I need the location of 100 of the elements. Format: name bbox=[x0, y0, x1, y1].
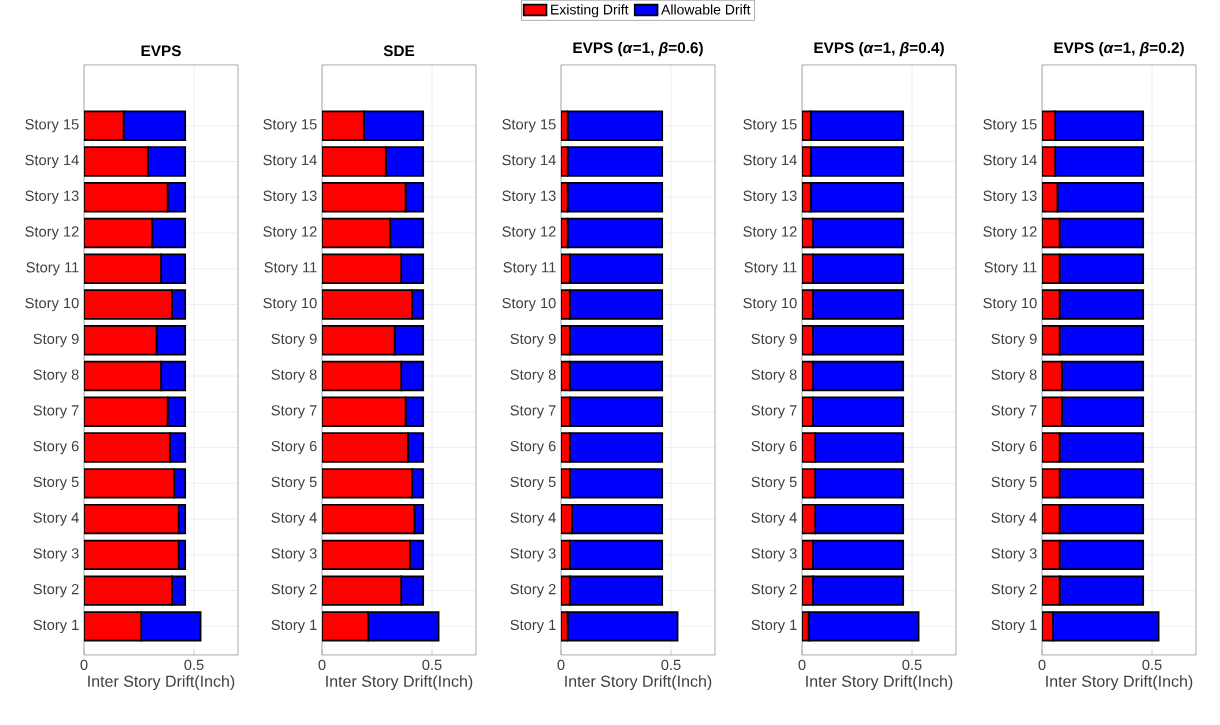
y-tick-label: Story 1 bbox=[33, 619, 79, 633]
y-tick-label: Story 4 bbox=[991, 512, 1037, 526]
y-tick-label: Story 11 bbox=[744, 262, 797, 276]
y-tick-label: Story 12 bbox=[743, 226, 797, 240]
bar bbox=[322, 468, 414, 499]
bar bbox=[322, 611, 370, 642]
y-tick-label: Story 12 bbox=[502, 226, 556, 240]
x-axis-title: Inter Story Drift(Inch) bbox=[806, 675, 953, 691]
y-tick-label: Story 15 bbox=[263, 119, 317, 133]
x-tick-label: 0 bbox=[318, 659, 326, 671]
y-tick-label: Story 9 bbox=[751, 333, 797, 347]
y-tick-label: Story 9 bbox=[33, 333, 79, 347]
x-axis-title: Inter Story Drift(Inch) bbox=[88, 675, 235, 691]
y-tick-label: Story 3 bbox=[271, 548, 317, 562]
bar bbox=[84, 146, 149, 177]
x-axis-title: Inter Story Drift(Inch) bbox=[1046, 675, 1193, 691]
chart-title: EVPS (α=1, β=0.2) bbox=[1054, 41, 1184, 57]
y-tick-label: Story 5 bbox=[510, 476, 556, 490]
y-tick-label: Story 1 bbox=[510, 619, 556, 633]
y-tick-label: Story 15 bbox=[743, 119, 797, 133]
bar bbox=[84, 289, 173, 320]
y-tick-label: Story 7 bbox=[271, 405, 317, 419]
bar bbox=[322, 539, 411, 571]
y-tick-label: Story 6 bbox=[991, 440, 1037, 455]
x-tick-label: 0.5 bbox=[1142, 659, 1162, 671]
bar bbox=[84, 325, 158, 356]
x-tick-label: 0.5 bbox=[661, 659, 681, 671]
y-tick-label: Story 4 bbox=[510, 512, 556, 526]
x-axis-title: Inter Story Drift(Inch) bbox=[565, 675, 712, 691]
y-tick-label: Story 3 bbox=[510, 548, 556, 562]
y-tick-label: Story 12 bbox=[263, 226, 317, 240]
chart-title: EVPS (α=1, β=0.6) bbox=[573, 41, 703, 57]
x-tick-label: 0 bbox=[798, 659, 806, 671]
y-tick-label: Story 2 bbox=[991, 583, 1037, 598]
y-tick-label: Story 13 bbox=[983, 190, 1037, 204]
bar bbox=[322, 110, 365, 141]
y-tick-label: Story 4 bbox=[33, 512, 79, 526]
y-tick-label: Story 6 bbox=[271, 440, 317, 455]
bar bbox=[322, 432, 409, 463]
y-tick-label: Story 7 bbox=[991, 405, 1037, 419]
bar bbox=[84, 253, 162, 284]
y-tick-label: Story 2 bbox=[751, 583, 797, 598]
y-tick-label: Story 14 bbox=[502, 154, 556, 169]
y-tick-label: Story 11 bbox=[984, 262, 1037, 276]
y-tick-label: Story 1 bbox=[991, 619, 1037, 633]
y-tick-label: Story 14 bbox=[25, 154, 79, 169]
bar bbox=[84, 539, 180, 571]
y-tick-label: Story 3 bbox=[33, 548, 79, 562]
y-tick-label: Story 8 bbox=[510, 369, 556, 383]
bar bbox=[322, 253, 403, 284]
bar bbox=[322, 325, 396, 356]
y-tick-label: Story 4 bbox=[271, 512, 317, 526]
bar bbox=[322, 575, 403, 606]
y-tick-label: Story 3 bbox=[991, 548, 1037, 562]
bar bbox=[84, 611, 143, 642]
y-tick-label: Story 13 bbox=[25, 190, 79, 204]
y-tick-label: Story 2 bbox=[271, 583, 317, 598]
bar bbox=[84, 575, 173, 606]
y-tick-label: Story 4 bbox=[751, 512, 797, 526]
bar bbox=[84, 110, 125, 141]
x-axis-title: Inter Story Drift(Inch) bbox=[326, 675, 473, 691]
y-tick-label: Story 2 bbox=[510, 583, 556, 598]
y-tick-label: Story 11 bbox=[264, 262, 317, 276]
bar bbox=[322, 289, 414, 320]
chart-title: EVPS (α=1, β=0.4) bbox=[814, 41, 944, 57]
y-tick-label: Story 6 bbox=[510, 440, 556, 455]
y-tick-label: Story 1 bbox=[271, 619, 317, 633]
bar bbox=[84, 182, 169, 213]
chart-title: SDE bbox=[383, 45, 415, 57]
y-tick-label: Story 5 bbox=[751, 476, 797, 490]
y-tick-label: Story 10 bbox=[502, 297, 556, 312]
y-tick-label: Story 8 bbox=[751, 369, 797, 383]
y-tick-label: Story 9 bbox=[271, 333, 317, 347]
y-tick-label: Story 5 bbox=[991, 476, 1037, 490]
y-tick-label: Story 12 bbox=[983, 226, 1037, 240]
x-tick-label: 0.5 bbox=[422, 659, 442, 671]
bar bbox=[84, 468, 176, 499]
x-tick-label: 0.5 bbox=[902, 659, 922, 671]
bar bbox=[322, 396, 407, 427]
y-tick-label: Story 1 bbox=[751, 619, 797, 633]
y-tick-label: Story 10 bbox=[983, 297, 1037, 312]
y-tick-label: Story 10 bbox=[263, 297, 317, 312]
y-tick-label: Story 15 bbox=[983, 119, 1037, 133]
y-tick-label: Story 13 bbox=[502, 190, 556, 204]
y-tick-label: Story 8 bbox=[33, 369, 79, 383]
bar bbox=[84, 432, 171, 463]
y-tick-label: Story 2 bbox=[33, 583, 79, 598]
x-tick-label: 0 bbox=[557, 659, 565, 671]
y-tick-label: Story 7 bbox=[510, 405, 556, 419]
y-tick-label: Story 8 bbox=[991, 369, 1037, 383]
bar bbox=[322, 182, 407, 213]
y-tick-label: Story 9 bbox=[510, 333, 556, 347]
x-tick-label: 0 bbox=[80, 659, 88, 671]
chart-title: EVPS bbox=[141, 45, 181, 57]
y-tick-label: Story 15 bbox=[25, 119, 79, 133]
legend-label: Existing Drift bbox=[551, 4, 629, 18]
y-tick-label: Story 11 bbox=[503, 262, 556, 276]
y-tick-label: Story 14 bbox=[743, 154, 797, 169]
x-tick-label: 0 bbox=[1038, 659, 1046, 671]
bar bbox=[322, 503, 416, 535]
